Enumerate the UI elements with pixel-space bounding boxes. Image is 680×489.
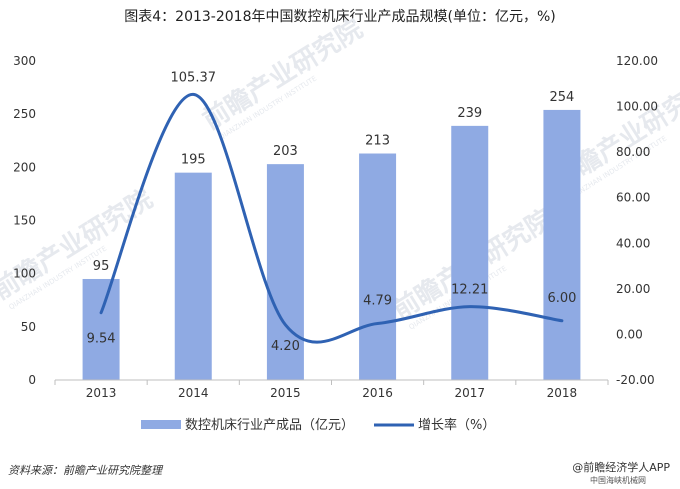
y-left-tick-label: 250 bbox=[13, 107, 36, 121]
y-left-tick-label: 200 bbox=[13, 160, 36, 174]
y-right-tick-label: -20.00 bbox=[616, 373, 655, 387]
y-left-tick-label: 150 bbox=[13, 214, 36, 228]
x-tick-label: 2013 bbox=[86, 386, 117, 400]
axes-layer: 0 50 100 150 200 250 300 -20.00 0.00 20.00 40.00 60… bbox=[13, 54, 658, 400]
bar-value-label: 213 bbox=[365, 134, 390, 149]
watermark-text: 前瞻产业研究院 bbox=[197, 13, 368, 136]
y-left-tick-label: 0 bbox=[28, 373, 36, 387]
brand-credit-sub: 中国海峡机械网 bbox=[590, 476, 646, 485]
line-value-labels: 9.54 105.37 4.20 4.79 12.21 6.00 bbox=[87, 70, 577, 354]
bar-2013 bbox=[82, 278, 120, 380]
line-value-label: 9.54 bbox=[87, 332, 116, 347]
legend: 数控机床行业产成品（亿元） 增长率（%） bbox=[141, 417, 495, 433]
line-value-label: 105.37 bbox=[171, 70, 217, 85]
line-series bbox=[99, 92, 564, 344]
bar-value-label: 239 bbox=[457, 106, 482, 121]
x-tick-label: 2018 bbox=[547, 386, 578, 400]
x-tick-label: 2017 bbox=[454, 386, 485, 400]
y-left-tick-label: 300 bbox=[13, 54, 36, 68]
bar-value-label: 254 bbox=[550, 90, 575, 105]
line-value-label: 4.20 bbox=[271, 339, 300, 354]
y-left-tick-label: 50 bbox=[21, 320, 36, 334]
growth-rate-line bbox=[99, 92, 564, 344]
legend-bar-swatch bbox=[141, 420, 181, 429]
y-right-tick-label: 60.00 bbox=[616, 191, 650, 205]
y-right-tick-label: 120.00 bbox=[616, 54, 658, 68]
legend-line-label: 增长率（%） bbox=[418, 417, 495, 433]
watermark-text: 前瞻产业研究院 bbox=[0, 183, 158, 306]
line-value-label: 4.79 bbox=[363, 294, 392, 309]
bar-2017 bbox=[451, 125, 489, 380]
y-right-tick-label: 80.00 bbox=[616, 145, 650, 159]
bar-2016 bbox=[359, 153, 397, 380]
chart-title: 图表4：2013-2018年中国数控机床行业产成品规模(单位：亿元，%) bbox=[124, 9, 556, 25]
y-right-tick-label: 40.00 bbox=[616, 236, 650, 250]
brand-credit: @前瞻经济学人APP bbox=[572, 461, 670, 474]
bar-2014 bbox=[174, 172, 212, 380]
source-note: 资料来源：前瞻产业研究院整理 bbox=[8, 464, 162, 477]
x-tick-label: 2015 bbox=[270, 386, 301, 400]
x-tick-label: 2014 bbox=[178, 386, 209, 400]
line-value-label: 6.00 bbox=[547, 291, 576, 306]
bar-value-label: 195 bbox=[181, 153, 206, 168]
bar-series bbox=[82, 109, 581, 380]
bar-value-labels: 95 195 203 213 239 254 bbox=[93, 90, 575, 274]
x-tick-label: 2016 bbox=[362, 386, 393, 400]
bar-2015 bbox=[266, 164, 304, 380]
bar-value-label: 203 bbox=[273, 144, 298, 159]
y-right-tick-label: 0.00 bbox=[616, 327, 643, 341]
y-right-tick-label: 20.00 bbox=[616, 282, 650, 296]
y-left-tick-label: 100 bbox=[13, 267, 36, 281]
line-value-label: 12.21 bbox=[451, 283, 488, 298]
legend-bar-label: 数控机床行业产成品（亿元） bbox=[185, 418, 354, 433]
y-right-tick-label: 100.00 bbox=[616, 100, 658, 114]
bar-2018 bbox=[543, 109, 581, 380]
bar-value-label: 95 bbox=[93, 259, 110, 274]
